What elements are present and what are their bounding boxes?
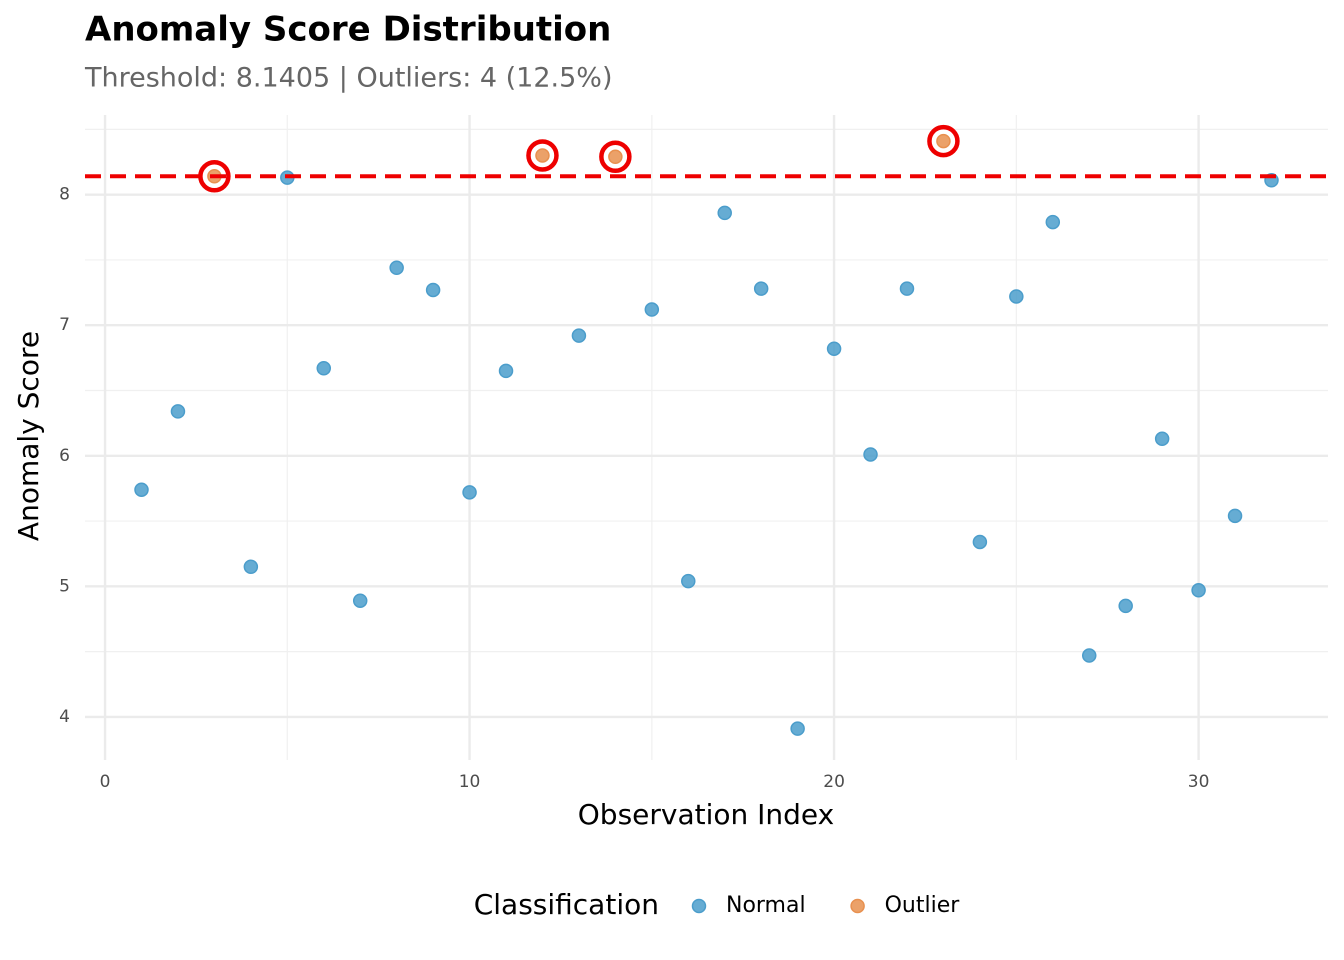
y-tick-label: 5	[59, 576, 70, 596]
point	[425, 282, 441, 298]
point	[717, 205, 732, 221]
point	[1227, 508, 1243, 524]
point	[316, 361, 332, 376]
x-tick-label: 0	[100, 772, 111, 792]
point	[170, 404, 186, 419]
point	[1045, 214, 1061, 230]
y-tick-label: 7	[59, 315, 70, 335]
plot-area	[85, 124, 1328, 736]
point	[972, 534, 988, 550]
legend: Classification Normal Outlier	[474, 888, 961, 921]
point	[681, 573, 696, 589]
x-tick-label: 30	[1188, 772, 1210, 792]
legend-marker	[850, 898, 865, 914]
y-tick-label: 8	[59, 185, 70, 205]
y-axis-title: Anomaly Score	[12, 331, 45, 541]
point	[352, 593, 368, 608]
point	[1009, 289, 1024, 304]
point	[1081, 648, 1097, 663]
legend-title: Classification	[474, 888, 659, 921]
chart-subtitle: Threshold: 8.1405 | Outliers: 4 (12.5%)	[84, 63, 613, 94]
point	[498, 363, 514, 379]
chart-title: Anomaly Score Distribution	[85, 10, 611, 50]
point	[134, 482, 149, 497]
y-tick-label: 6	[59, 446, 70, 466]
point	[1154, 431, 1170, 447]
outlier-ring	[599, 140, 632, 174]
outlier-ring	[927, 124, 960, 158]
x-axis-title: Observation Index	[578, 798, 834, 831]
point	[826, 341, 842, 356]
grid: 0 10 20 30 4 5 6 7 8	[59, 115, 1328, 792]
outlier-ring	[198, 160, 231, 193]
point	[790, 721, 805, 736]
point	[936, 133, 951, 149]
point	[863, 447, 878, 462]
point	[535, 148, 550, 163]
point	[753, 281, 769, 296]
point	[462, 485, 477, 500]
y-tick-label: 4	[59, 707, 70, 727]
x-tick-label: 10	[459, 772, 481, 792]
legend-label: Outlier	[885, 893, 961, 918]
point	[571, 328, 587, 343]
outlier-ring	[526, 139, 559, 172]
point	[1191, 583, 1206, 598]
point	[608, 149, 623, 165]
point	[644, 302, 660, 317]
point	[899, 281, 915, 296]
x-tick-label: 20	[823, 772, 845, 792]
point	[1118, 598, 1133, 614]
legend-label: Normal	[726, 893, 806, 918]
point	[243, 559, 259, 575]
legend-marker	[691, 898, 707, 914]
point	[389, 260, 404, 276]
